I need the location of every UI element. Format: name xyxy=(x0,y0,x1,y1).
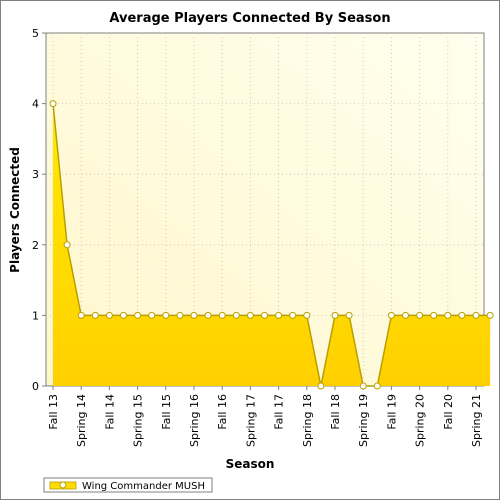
x-tick-label: Spring 18 xyxy=(301,394,314,447)
data-point xyxy=(472,311,480,319)
data-point xyxy=(387,311,395,319)
x-tick-label: Fall 20 xyxy=(442,394,455,430)
legend-box xyxy=(43,477,213,493)
y-tick-label: 0 xyxy=(32,380,39,393)
data-point xyxy=(148,311,156,319)
x-tick-label: Spring 17 xyxy=(244,394,257,447)
x-tick-label: Fall 16 xyxy=(216,394,229,430)
data-point xyxy=(373,382,381,390)
data-point xyxy=(430,311,438,319)
data-point xyxy=(134,311,142,319)
data-point xyxy=(49,100,57,108)
chart-title: Average Players Connected By Season xyxy=(109,11,390,26)
x-tick-label: Fall 19 xyxy=(385,394,398,430)
data-point xyxy=(120,311,127,319)
x-tick-label: Spring 14 xyxy=(75,394,88,447)
legend-label: Wing Commander MUSH xyxy=(82,481,205,492)
data-point xyxy=(261,311,268,319)
x-tick-label: Fall 15 xyxy=(160,394,173,430)
y-axis: 0 1 2 3 4 5 xyxy=(32,27,46,393)
data-point xyxy=(176,311,184,319)
x-tick-label: Spring 15 xyxy=(132,394,145,447)
data-point xyxy=(317,382,325,390)
legend-marker xyxy=(59,481,67,489)
x-tick-label: Spring 20 xyxy=(414,394,427,447)
data-point xyxy=(162,311,170,319)
data-point xyxy=(331,311,339,319)
x-tick-label: Spring 21 xyxy=(470,394,483,447)
x-tick-label: Spring 16 xyxy=(188,394,201,447)
data-point xyxy=(246,311,254,319)
y-tick-label: 2 xyxy=(32,239,39,252)
data-point xyxy=(289,311,297,319)
x-tick-label: Fall 14 xyxy=(103,394,116,430)
y-tick-label: 4 xyxy=(32,98,39,111)
legend: Wing Commander MUSH xyxy=(43,477,213,493)
y-tick-label: 1 xyxy=(32,309,39,322)
data-point xyxy=(275,311,283,319)
data-point xyxy=(345,311,353,319)
data-point xyxy=(218,311,226,319)
data-point xyxy=(232,311,240,319)
data-point xyxy=(303,311,311,319)
series-points xyxy=(49,100,494,390)
x-tick-label: Fall 13 xyxy=(47,394,60,430)
x-tick-label: Fall 18 xyxy=(329,394,342,430)
x-axis-label: Season xyxy=(226,457,275,471)
data-point xyxy=(91,311,99,319)
x-tick-label: Spring 19 xyxy=(357,394,370,447)
y-tick-label: 3 xyxy=(32,168,39,181)
data-point xyxy=(204,311,212,319)
data-point xyxy=(416,311,424,319)
data-point xyxy=(77,311,85,319)
y-tick-label: 5 xyxy=(32,27,39,40)
data-point xyxy=(444,311,452,319)
data-point xyxy=(63,241,71,249)
data-point xyxy=(402,311,409,319)
data-point xyxy=(190,311,198,319)
data-point xyxy=(359,382,367,390)
data-point xyxy=(105,311,113,319)
data-point xyxy=(458,311,466,319)
y-axis-label: Players Connected xyxy=(8,147,22,273)
x-axis: Fall 13 Spring 14 Fall 14 Spring 15 Fall 15 S… xyxy=(47,386,483,447)
data-point xyxy=(486,311,494,319)
x-tick-label: Fall 17 xyxy=(273,394,286,430)
